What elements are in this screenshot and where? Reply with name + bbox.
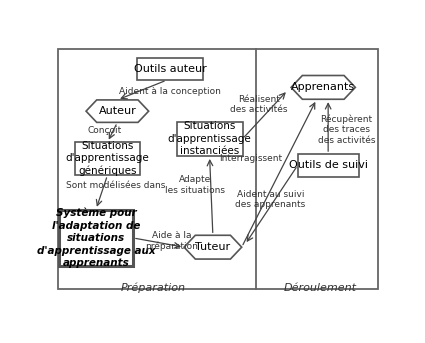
Text: Réalisent
des activités: Réalisent des activités [230,95,288,114]
FancyBboxPatch shape [177,122,243,156]
Text: Adapte
les situations: Adapte les situations [165,175,225,195]
Text: Déroulement: Déroulement [283,283,357,293]
Text: Conçoit: Conçoit [88,127,122,135]
Text: Aident à la conception: Aident à la conception [119,87,221,96]
Text: Système pour
l'adaptation de
situations
d'apprentissage aux
apprenants: Système pour l'adaptation de situations … [37,208,155,268]
Text: Auteur: Auteur [99,106,136,116]
FancyBboxPatch shape [298,154,359,177]
Text: Récupèrent
des traces
des activités: Récupèrent des traces des activités [317,115,375,145]
Polygon shape [86,100,149,122]
Text: Aident au suivi
des apprenants: Aident au suivi des apprenants [235,190,306,209]
Text: Apprenants: Apprenants [291,82,355,92]
Text: Préparation: Préparation [121,283,186,293]
Polygon shape [184,235,242,259]
Text: Situations
d'apprentissage
instanciées: Situations d'apprentissage instanciées [168,121,252,156]
Text: Outils auteur: Outils auteur [134,64,207,74]
Text: Aide à la
préparation: Aide à la préparation [145,230,198,251]
Text: Interragissent: Interragissent [219,154,282,163]
FancyBboxPatch shape [58,49,377,289]
Polygon shape [291,75,355,99]
Text: Outils de suivi: Outils de suivi [289,160,368,170]
Text: Sont modélisées dans: Sont modélisées dans [65,181,165,190]
FancyBboxPatch shape [59,210,133,266]
FancyBboxPatch shape [74,142,140,175]
Text: Tuteur: Tuteur [196,242,230,252]
Text: Situations
d'apprentissage
génériques: Situations d'apprentissage génériques [65,141,149,176]
FancyBboxPatch shape [137,58,203,80]
